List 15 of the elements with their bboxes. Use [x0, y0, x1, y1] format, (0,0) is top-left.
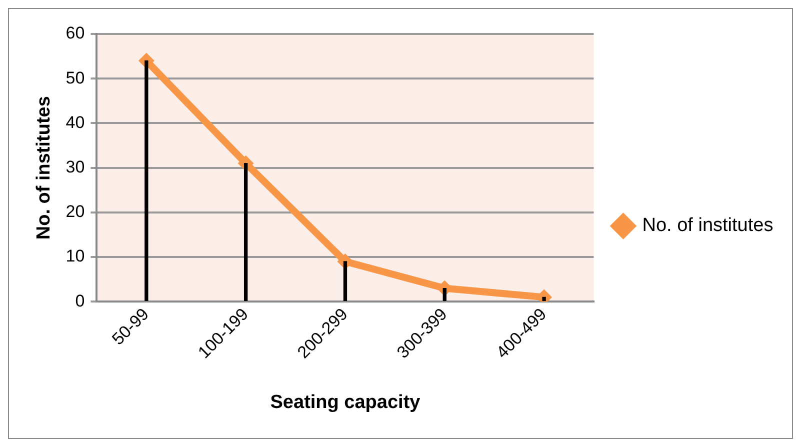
y-tick-label: 50: [66, 68, 85, 88]
x-axis-title: Seating capacity: [270, 392, 421, 413]
y-tick-label: 30: [66, 158, 85, 177]
y-tick-label: 0: [75, 291, 85, 310]
bar: [542, 296, 546, 301]
bar: [144, 60, 148, 301]
y-tick-label: 40: [66, 112, 85, 132]
bar: [244, 163, 248, 301]
bar: [442, 288, 446, 301]
y-axis-title: No. of institutes: [34, 96, 55, 240]
y-tick-label: 60: [66, 24, 85, 43]
legend-label: No. of institutes: [642, 215, 774, 236]
y-tick-label: 20: [66, 202, 85, 222]
bar: [343, 261, 348, 301]
y-tick-label: 10: [66, 246, 85, 266]
